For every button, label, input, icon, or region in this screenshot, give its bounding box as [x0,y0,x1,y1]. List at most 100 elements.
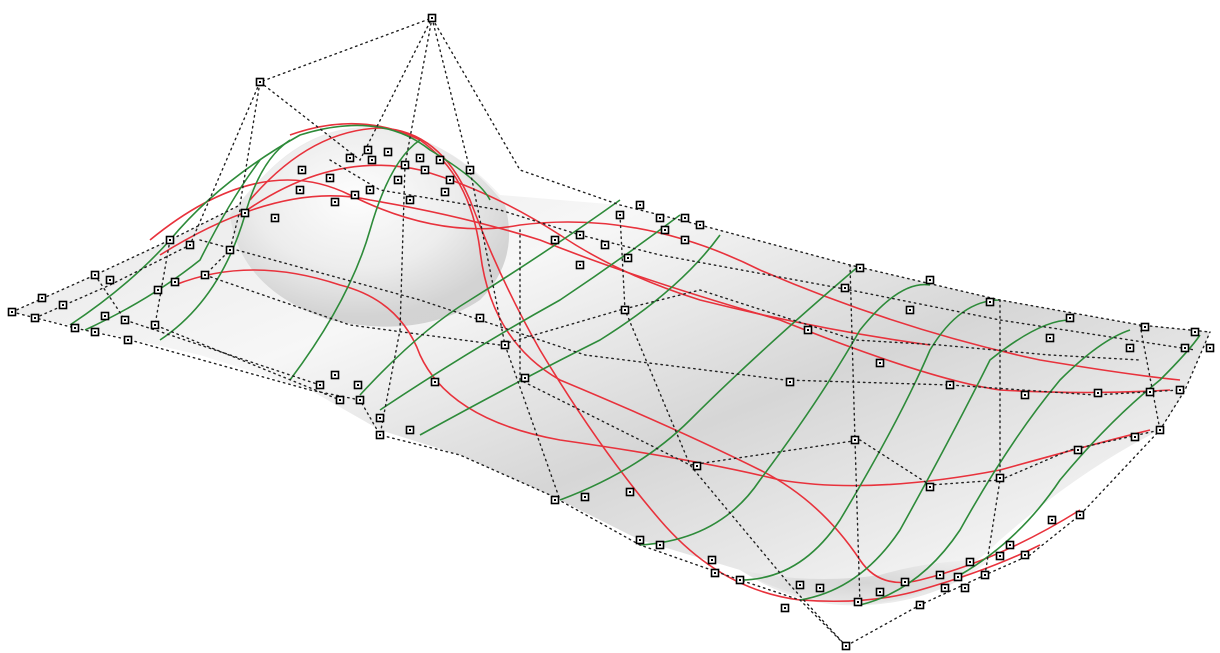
control-point-icon[interactable] [100,311,110,321]
control-point-icon[interactable] [383,147,393,157]
control-point-icon[interactable] [315,380,325,390]
control-point-icon[interactable] [945,380,955,390]
control-point-icon[interactable] [170,277,180,287]
control-point-icon[interactable] [1180,343,1190,353]
control-point-icon[interactable] [710,568,720,578]
control-point-icon[interactable] [500,340,510,350]
control-point-icon[interactable] [692,461,702,471]
control-point-icon[interactable] [550,495,560,505]
control-point-icon[interactable] [255,77,265,87]
control-point-icon[interactable] [925,482,935,492]
control-point-icon[interactable] [150,320,160,330]
control-point-icon[interactable] [940,583,950,593]
control-point-icon[interactable] [200,270,210,280]
control-point-icon[interactable] [803,325,813,335]
control-point-icon[interactable] [120,315,130,325]
control-point-icon[interactable] [1075,510,1085,520]
control-point-icon[interactable] [660,225,670,235]
control-point-icon[interactable] [400,160,410,170]
control-point-icon[interactable] [795,580,805,590]
control-point-icon[interactable] [123,335,133,345]
control-point-icon[interactable] [995,473,1005,483]
control-point-icon[interactable] [1093,388,1103,398]
control-point-icon[interactable] [620,305,630,315]
control-point-icon[interactable] [440,187,450,197]
control-point-icon[interactable] [875,358,885,368]
control-points[interactable] [7,13,1215,651]
control-point-icon[interactable] [7,307,17,317]
control-point-icon[interactable] [353,380,363,390]
control-point-icon[interactable] [680,235,690,245]
control-point-icon[interactable] [445,175,455,185]
control-point-icon[interactable] [1073,445,1083,455]
control-point-icon[interactable] [240,208,250,218]
control-point-icon[interactable] [295,185,305,195]
control-point-icon[interactable] [1130,432,1140,442]
control-point-icon[interactable] [1020,550,1030,560]
control-point-icon[interactable] [960,583,970,593]
control-point-icon[interactable] [375,430,385,440]
control-point-icon[interactable] [1005,540,1015,550]
control-point-icon[interactable] [965,557,975,567]
control-point-icon[interactable] [297,165,307,175]
control-point-icon[interactable] [465,165,475,175]
control-point-icon[interactable] [105,275,115,285]
control-point-icon[interactable] [850,435,860,445]
surface-body[interactable] [12,127,1210,605]
control-point-icon[interactable] [393,175,403,185]
control-point-icon[interactable] [435,155,445,165]
control-point-icon[interactable] [345,153,355,163]
control-point-icon[interactable] [985,297,995,307]
control-point-icon[interactable] [785,377,795,387]
control-point-icon[interactable] [655,540,665,550]
control-point-icon[interactable] [623,253,633,263]
control-point-icon[interactable] [58,300,68,310]
control-point-icon[interactable] [1175,385,1185,395]
control-point-icon[interactable] [415,153,425,163]
control-point-icon[interactable] [575,260,585,270]
control-point-icon[interactable] [855,263,865,273]
control-point-icon[interactable] [780,603,790,613]
control-point-icon[interactable] [30,313,40,323]
control-point-icon[interactable] [70,323,80,333]
control-point-icon[interactable] [550,235,560,245]
control-point-icon[interactable] [335,395,345,405]
control-point-icon[interactable] [600,240,610,250]
control-point-icon[interactable] [925,275,935,285]
control-point-icon[interactable] [1155,425,1165,435]
control-point-icon[interactable] [1020,390,1030,400]
control-point-icon[interactable] [915,600,925,610]
control-point-icon[interactable] [430,377,440,387]
control-point-icon[interactable] [363,145,373,155]
control-point-icon[interactable] [853,597,863,607]
control-point-icon[interactable] [1205,343,1215,353]
control-point-icon[interactable] [625,487,635,497]
control-point-icon[interactable] [365,185,375,195]
control-point-icon[interactable] [575,230,585,240]
control-point-icon[interactable] [840,283,850,293]
control-point-icon[interactable] [475,313,485,323]
control-point-icon[interactable] [225,245,235,255]
control-point-icon[interactable] [580,492,590,502]
control-point-icon[interactable] [185,240,195,250]
control-point-icon[interactable] [270,213,280,223]
control-point-icon[interactable] [405,195,415,205]
control-point-icon[interactable] [905,305,915,315]
control-point-icon[interactable] [935,570,945,580]
control-point-icon[interactable] [635,200,645,210]
control-point-icon[interactable] [355,395,365,405]
control-point-icon[interactable] [841,641,851,651]
control-point-icon[interactable] [375,413,385,423]
control-point-icon[interactable] [165,235,175,245]
control-point-icon[interactable] [980,570,990,580]
control-point-icon[interactable] [1140,322,1150,332]
control-point-icon[interactable] [815,583,825,593]
control-point-icon[interactable] [707,555,717,565]
control-point-icon[interactable] [325,173,335,183]
control-point-icon[interactable] [680,213,690,223]
control-point-icon[interactable] [367,155,377,165]
control-point-icon[interactable] [875,587,885,597]
control-point-icon[interactable] [1045,333,1055,343]
